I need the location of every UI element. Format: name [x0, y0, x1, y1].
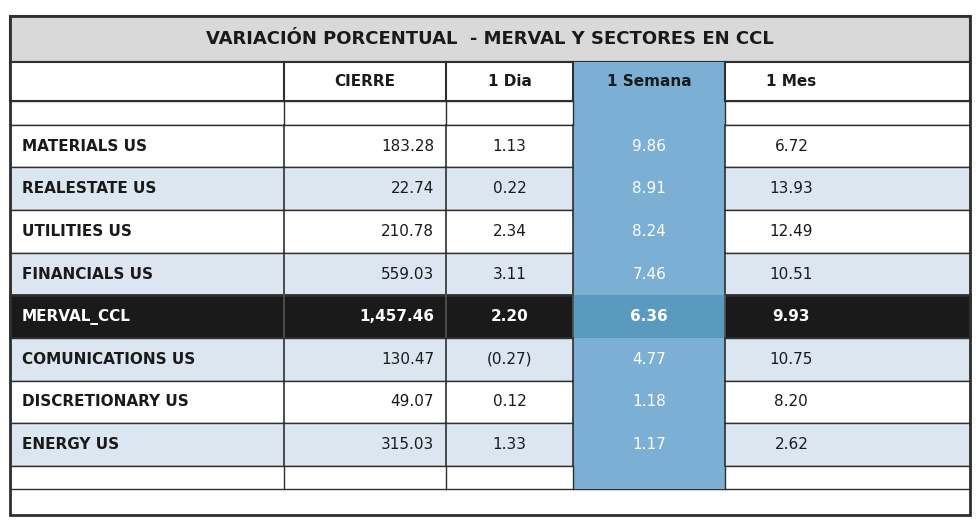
Text: 0.22: 0.22 — [493, 181, 526, 196]
Text: 1.18: 1.18 — [632, 395, 666, 409]
Text: 1 Dia: 1 Dia — [488, 74, 531, 89]
Bar — [10, 338, 970, 381]
Bar — [10, 253, 970, 295]
Bar — [573, 338, 725, 381]
Text: 2.34: 2.34 — [493, 224, 526, 239]
Text: 1.33: 1.33 — [493, 437, 526, 452]
Text: 1.13: 1.13 — [493, 139, 526, 153]
Bar — [573, 381, 725, 423]
Text: UTILITIES US: UTILITIES US — [22, 224, 131, 239]
Text: 2.20: 2.20 — [491, 309, 528, 324]
Bar — [10, 167, 970, 210]
Text: 10.75: 10.75 — [769, 352, 813, 367]
Text: VARIACIÓN PORCENTUAL  - MERVAL Y SECTORES EN CCL: VARIACIÓN PORCENTUAL - MERVAL Y SECTORES… — [206, 30, 774, 48]
Text: 22.74: 22.74 — [391, 181, 434, 196]
Text: 210.78: 210.78 — [381, 224, 434, 239]
Bar — [573, 62, 725, 101]
Bar — [10, 295, 970, 338]
Text: ENERGY US: ENERGY US — [22, 437, 119, 452]
Text: (0.27): (0.27) — [487, 352, 532, 367]
Text: 3.11: 3.11 — [493, 267, 526, 281]
Text: REALESTATE US: REALESTATE US — [22, 181, 156, 196]
Text: 10.51: 10.51 — [769, 267, 813, 281]
Bar — [573, 167, 725, 210]
Text: MERVAL_CCL: MERVAL_CCL — [22, 309, 130, 324]
Text: 183.28: 183.28 — [381, 139, 434, 153]
Text: MATERIALS US: MATERIALS US — [22, 139, 147, 153]
Bar — [573, 210, 725, 253]
Bar — [573, 101, 725, 125]
Bar — [573, 253, 725, 295]
Text: DISCRETIONARY US: DISCRETIONARY US — [22, 395, 188, 409]
Text: 12.49: 12.49 — [769, 224, 813, 239]
Bar — [573, 466, 725, 489]
Text: 8.20: 8.20 — [774, 395, 808, 409]
Text: 1.17: 1.17 — [632, 437, 666, 452]
Text: 13.93: 13.93 — [769, 181, 813, 196]
Bar — [10, 16, 970, 62]
Text: 1 Semana: 1 Semana — [607, 74, 692, 89]
Text: CIERRE: CIERRE — [334, 74, 396, 89]
Bar — [10, 381, 970, 423]
Bar — [10, 101, 970, 125]
Bar — [573, 125, 725, 167]
Text: 315.03: 315.03 — [381, 437, 434, 452]
Text: 559.03: 559.03 — [381, 267, 434, 281]
Text: 8.24: 8.24 — [632, 224, 666, 239]
Bar — [10, 423, 970, 466]
Text: 9.93: 9.93 — [772, 309, 810, 324]
Text: 0.12: 0.12 — [493, 395, 526, 409]
Text: 6.36: 6.36 — [630, 309, 668, 324]
Text: 8.91: 8.91 — [632, 181, 666, 196]
Text: 1 Mes: 1 Mes — [766, 74, 816, 89]
Text: 7.46: 7.46 — [632, 267, 666, 281]
Bar — [10, 466, 970, 489]
Text: 2.62: 2.62 — [774, 437, 808, 452]
Text: 130.47: 130.47 — [381, 352, 434, 367]
Text: 6.72: 6.72 — [774, 139, 808, 153]
Text: 49.07: 49.07 — [391, 395, 434, 409]
Text: 1,457.46: 1,457.46 — [359, 309, 434, 324]
Bar — [573, 295, 725, 338]
Text: 9.86: 9.86 — [632, 139, 666, 153]
Bar — [10, 62, 970, 101]
Bar — [10, 210, 970, 253]
Bar — [573, 423, 725, 466]
Text: COMUNICATIONS US: COMUNICATIONS US — [22, 352, 195, 367]
Text: 4.77: 4.77 — [632, 352, 666, 367]
Text: FINANCIALS US: FINANCIALS US — [22, 267, 153, 281]
Bar — [10, 125, 970, 167]
